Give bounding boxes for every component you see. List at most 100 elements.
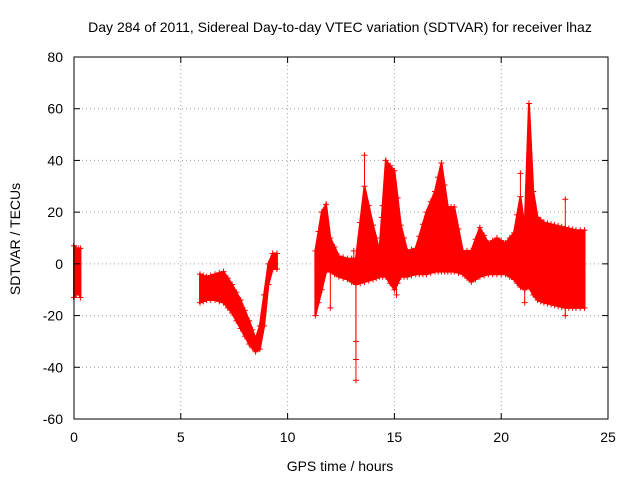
marker-top [323, 201, 330, 208]
x-tick-label: 10 [280, 429, 296, 445]
marker-bottom [211, 297, 218, 304]
marker-bottom [315, 299, 322, 306]
marker-top [382, 157, 389, 164]
marker-bottom [312, 312, 319, 319]
marker-top [548, 221, 555, 228]
marker-top [327, 235, 334, 241]
y-tick-label: 80 [47, 49, 63, 65]
marker-bottom [265, 281, 272, 288]
marker-bottom [502, 271, 509, 278]
marker-bottom [530, 291, 537, 298]
x-tick-label: 0 [70, 429, 78, 445]
marker-bottom [394, 280, 401, 287]
marker-top [451, 203, 458, 210]
marker-bottom [273, 266, 280, 273]
marker-bottom [233, 317, 240, 324]
marker-top [207, 272, 214, 279]
marker-top [370, 222, 377, 229]
marker-top [412, 245, 419, 252]
marker-bottom [357, 280, 364, 287]
marker-top [229, 281, 236, 288]
marker-bottom [373, 275, 380, 282]
marker-top [530, 188, 537, 195]
marker-bottom [340, 275, 347, 282]
marker-bottom [581, 304, 588, 311]
marker-bottom [555, 303, 562, 310]
marker-top [335, 253, 342, 260]
marker-bottom [540, 299, 547, 306]
marker-bottom [558, 303, 565, 310]
marker-bottom [241, 333, 248, 340]
marker-top [565, 225, 572, 232]
marker-top [379, 202, 386, 209]
outlier-marker [350, 247, 357, 254]
marker-bottom [459, 271, 466, 278]
outlier-marker [517, 170, 524, 177]
marker-top [394, 194, 401, 201]
marker-top [246, 317, 253, 324]
marker-bottom [427, 269, 434, 276]
x-tick-label: 20 [493, 429, 509, 445]
marker-top [318, 209, 325, 216]
marker-top [511, 229, 518, 236]
marker-bottom [229, 309, 236, 316]
marker-bottom [200, 298, 207, 305]
marker-top [534, 214, 541, 221]
outlier-marker [361, 152, 368, 159]
marker-top [401, 235, 408, 241]
marker-top [197, 271, 204, 278]
plot-frame [73, 56, 609, 420]
x-tick-label: 25 [600, 429, 616, 445]
marker-bottom [468, 278, 475, 285]
marker-bottom [318, 286, 325, 293]
marker-top [540, 219, 547, 226]
marker-top [365, 202, 372, 209]
marker-bottom [216, 298, 223, 305]
outlier-marker [352, 338, 359, 345]
marker-top [468, 247, 475, 254]
marker-top [224, 275, 231, 282]
marker-bottom [455, 269, 462, 276]
marker-bottom [514, 280, 521, 287]
outlier-marker [393, 291, 400, 298]
marker-top [419, 221, 426, 228]
y-tick-label: -20 [43, 308, 63, 324]
marker-top [220, 268, 227, 275]
marker-top [441, 181, 448, 188]
marker-top [200, 272, 207, 279]
marker-top [252, 335, 259, 342]
marker-top [558, 223, 565, 230]
y-tick-label: 60 [47, 101, 63, 117]
marker-bottom [506, 273, 513, 280]
marker-top [261, 291, 268, 298]
outlier-marker [521, 299, 528, 306]
x-tick-label: 15 [387, 429, 403, 445]
y-tick-label: -40 [43, 359, 63, 375]
marker-top [391, 167, 398, 174]
x-tick-label: 5 [177, 429, 185, 445]
marker-bottom [246, 341, 253, 348]
marker-top [476, 224, 483, 231]
marker-bottom [361, 278, 368, 285]
marker-bottom [481, 272, 488, 279]
marker-top [481, 232, 488, 239]
marker-bottom [331, 271, 338, 278]
marker-top [581, 227, 588, 234]
y-tick-label: -60 [43, 411, 63, 427]
marker-top [506, 235, 513, 241]
marker-bottom [537, 298, 544, 305]
marker-bottom [197, 299, 204, 306]
marker-top [498, 237, 505, 244]
marker-top [485, 240, 492, 247]
marker-top [416, 233, 423, 240]
band-1 [73, 242, 82, 301]
marker-bottom [335, 273, 342, 280]
outlier-marker [327, 304, 334, 311]
outlier-marker [562, 196, 569, 203]
y-tick-label: 0 [55, 256, 63, 272]
marker-top [514, 211, 521, 218]
marker-top [438, 160, 445, 167]
marker-top [431, 188, 438, 195]
marker-top [273, 250, 280, 257]
